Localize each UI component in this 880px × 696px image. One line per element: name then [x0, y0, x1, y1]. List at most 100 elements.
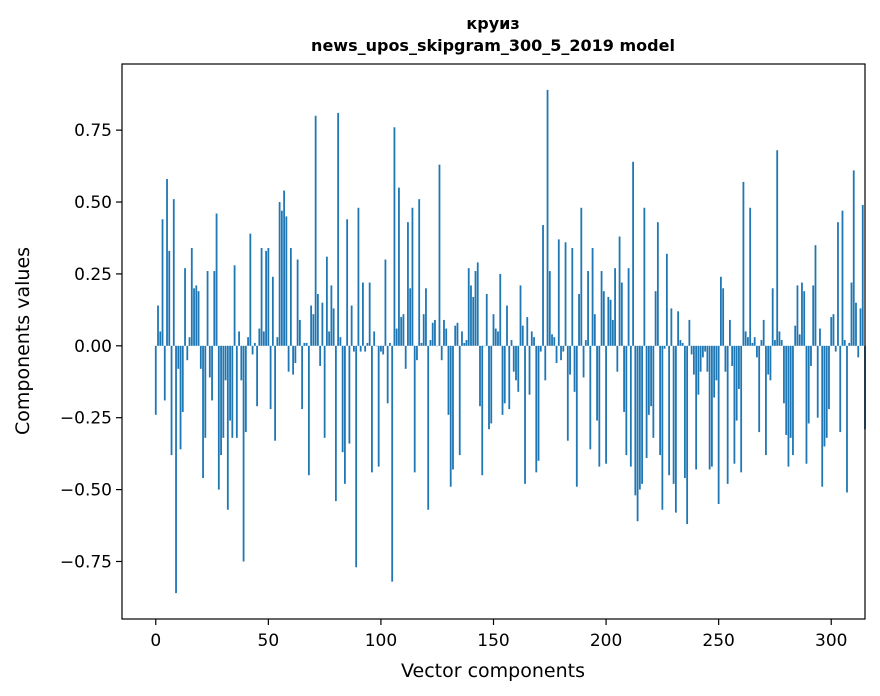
bar-component-71 — [314, 115, 317, 346]
bar-component-113 — [409, 288, 412, 346]
bar-component-185 — [571, 248, 574, 346]
bar-component-134 — [456, 322, 459, 346]
bar-component-297 — [823, 345, 826, 447]
bars-group — [154, 89, 866, 594]
bar-component-178 — [555, 345, 558, 364]
bar-component-236 — [686, 345, 689, 525]
bar-component-88 — [353, 345, 355, 352]
bar-component-11 — [179, 345, 182, 450]
plot-area-frame — [121, 63, 866, 620]
bar-component-251 — [720, 276, 722, 346]
bar-component-240 — [695, 345, 698, 470]
bar-component-195 — [593, 314, 596, 346]
bar-component-285 — [796, 285, 799, 346]
bar-component-139 — [467, 268, 470, 346]
bar-component-158 — [510, 340, 513, 346]
bar-component-279 — [783, 345, 785, 404]
bar-component-144 — [479, 345, 481, 407]
bar-component-151 — [494, 328, 497, 346]
bar-component-168 — [533, 337, 535, 346]
bar-component-254 — [726, 345, 729, 484]
bar-component-314 — [861, 204, 864, 346]
bar-component-238 — [690, 345, 693, 355]
bar-component-298 — [825, 345, 828, 438]
bar-component-271 — [765, 345, 767, 456]
bar-component-77 — [328, 331, 331, 346]
bar-component-2 — [159, 331, 162, 346]
bar-component-15 — [188, 337, 191, 346]
bar-component-48 — [262, 331, 265, 346]
bar-component-280 — [785, 345, 788, 435]
bar-component-174 — [546, 89, 549, 346]
bar-component-309 — [850, 282, 853, 346]
bar-component-265 — [751, 342, 754, 346]
bar-component-272 — [767, 345, 770, 375]
bar-component-52 — [271, 276, 274, 346]
bar-component-131 — [449, 345, 452, 487]
bar-component-207 — [620, 282, 623, 346]
bar-component-114 — [411, 207, 414, 346]
bar-component-55 — [278, 202, 281, 346]
bar-component-135 — [458, 345, 461, 456]
bar-component-50 — [267, 248, 270, 346]
bar-component-286 — [798, 334, 801, 346]
y-tick-label-3: 0.00 — [74, 337, 112, 357]
bar-component-81 — [337, 112, 340, 346]
bar-component-90 — [357, 207, 360, 346]
bar-component-152 — [497, 331, 499, 346]
bar-component-165 — [526, 317, 529, 346]
bar-component-46 — [258, 328, 261, 346]
bar-component-193 — [589, 345, 592, 450]
bar-component-78 — [330, 285, 333, 346]
bar-component-188 — [578, 294, 580, 346]
bar-component-33 — [229, 345, 231, 421]
bar-component-224 — [659, 345, 662, 456]
bar-component-57 — [283, 190, 286, 346]
bar-component-199 — [602, 291, 605, 346]
bar-component-209 — [625, 345, 628, 456]
bar-component-292 — [812, 285, 815, 346]
bar-component-162 — [519, 285, 522, 346]
bar-component-184 — [569, 345, 571, 375]
bar-component-275 — [774, 340, 776, 346]
bar-component-43 — [251, 345, 254, 355]
bar-component-214 — [636, 345, 639, 522]
bar-component-109 — [400, 317, 403, 346]
bar-component-227 — [665, 253, 668, 346]
bar-component-229 — [670, 308, 673, 346]
bar-component-121 — [427, 345, 430, 510]
bar-component-35 — [233, 265, 236, 346]
bar-component-170 — [537, 345, 540, 461]
bar-component-22 — [204, 345, 207, 438]
bar-component-245 — [706, 345, 709, 372]
bar-component-79 — [332, 308, 335, 346]
bar-component-5 — [166, 179, 168, 346]
bar-component-111 — [404, 345, 407, 369]
bar-component-204 — [614, 268, 616, 346]
bar-component-269 — [760, 340, 763, 346]
y-tick-label-1: −0.50 — [60, 481, 112, 501]
bar-component-266 — [753, 337, 756, 346]
bar-component-282 — [789, 345, 792, 438]
bar-component-215 — [638, 345, 641, 490]
bar-component-192 — [587, 271, 589, 346]
bar-component-8 — [172, 199, 175, 346]
bar-component-97 — [373, 331, 376, 346]
bar-component-176 — [551, 334, 553, 346]
bar-component-14 — [186, 345, 189, 361]
bar-component-60 — [289, 248, 292, 346]
bar-component-164 — [524, 345, 526, 484]
bar-component-19 — [197, 291, 200, 346]
bar-component-80 — [334, 345, 337, 502]
bar-component-147 — [485, 294, 488, 346]
bar-component-187 — [575, 345, 578, 487]
bar-component-26 — [213, 271, 216, 346]
bar-component-197 — [598, 345, 601, 467]
bar-component-190 — [582, 345, 585, 378]
bar-component-228 — [668, 345, 671, 476]
bar-component-20 — [199, 345, 202, 369]
bar-component-4 — [163, 345, 166, 401]
bar-component-226 — [663, 345, 666, 349]
bar-component-53 — [274, 345, 276, 441]
